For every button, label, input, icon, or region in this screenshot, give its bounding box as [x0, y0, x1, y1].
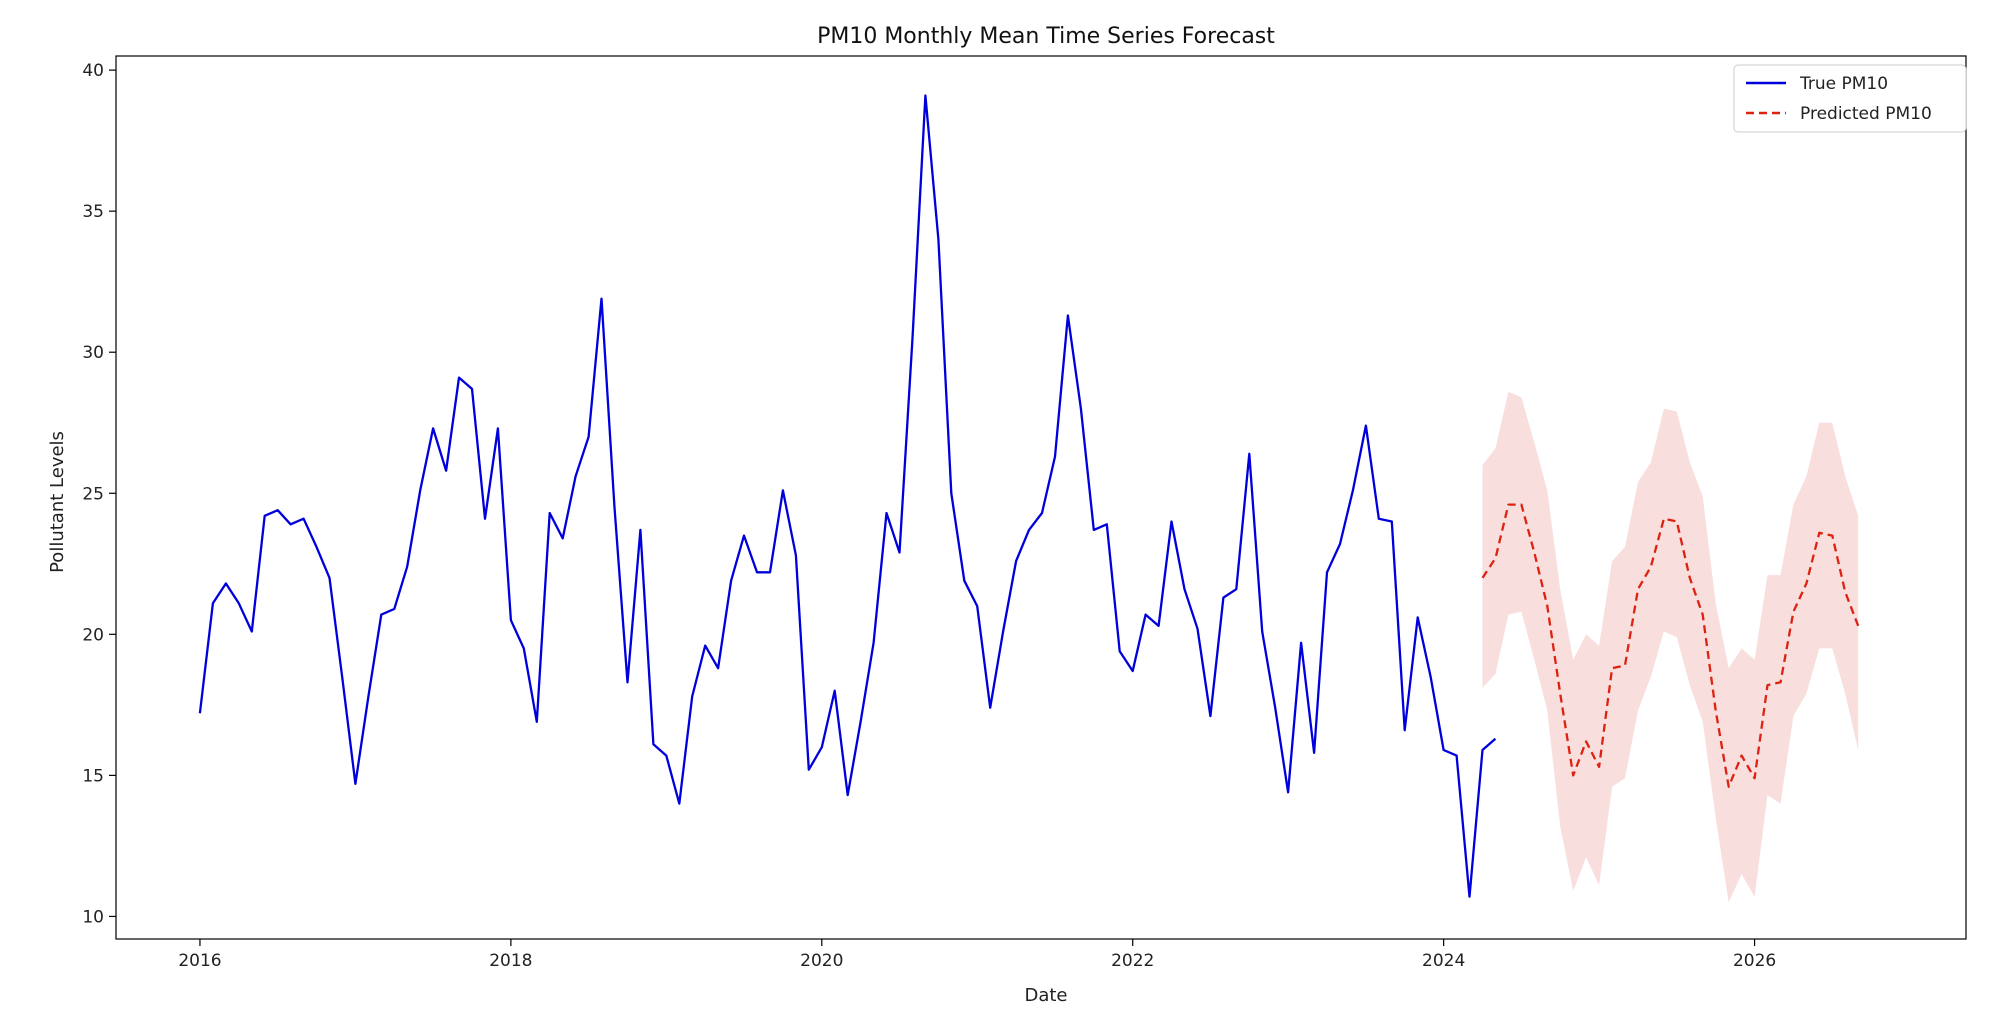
x-tick-label: 2024 — [1422, 951, 1465, 971]
x-tick-label: 2026 — [1733, 951, 1776, 971]
series-line-true-pm10 — [198, 94, 1497, 898]
legend: True PM10 Predicted PM10 — [1733, 64, 1967, 133]
plot-area — [115, 55, 1967, 940]
x-tick-label: 2016 — [178, 951, 221, 971]
chart-title: PM10 Monthly Mean Time Series Forecast — [817, 24, 1275, 49]
prediction-interval-band — [1482, 391, 1859, 903]
plot-frame — [115, 55, 1967, 940]
y-axis: 10 15 20 25 30 35 40 — [82, 61, 116, 927]
y-tick-label: 35 — [82, 202, 104, 222]
y-axis-title: Pollutant Levels — [47, 431, 68, 573]
x-axis: 2016 2018 2020 2022 2024 2026 — [178, 939, 1776, 971]
y-tick-label: 30 — [82, 343, 104, 363]
y-tick-label: 25 — [82, 484, 104, 504]
legend-label-predicted: Predicted PM10 — [1800, 104, 1932, 124]
x-axis-title: Date — [1024, 985, 1067, 1006]
y-tick-label: 15 — [82, 766, 104, 786]
y-tick-label: 40 — [82, 61, 104, 81]
x-tick-label: 2022 — [1111, 951, 1154, 971]
series-line-predicted-pm10 — [1481, 503, 1860, 788]
y-tick-label: 10 — [82, 907, 104, 927]
legend-box — [1733, 64, 1967, 133]
y-tick-label: 20 — [82, 625, 104, 645]
x-tick-label: 2018 — [489, 951, 532, 971]
x-tick-label: 2020 — [800, 951, 843, 971]
legend-label-true: True PM10 — [1799, 74, 1888, 94]
